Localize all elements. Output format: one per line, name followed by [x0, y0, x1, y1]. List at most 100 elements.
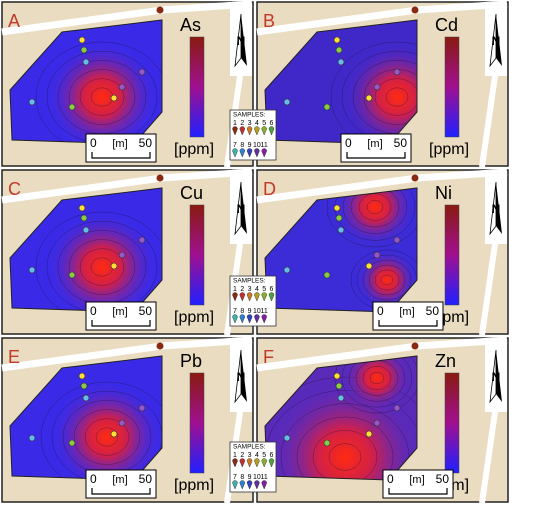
sample-marker [337, 394, 345, 402]
surface-outline [9, 355, 163, 481]
north-label: N [492, 202, 501, 216]
sample-number: 3 [248, 286, 252, 293]
sample-number: 10 [253, 474, 261, 481]
scale-unit: [m] [112, 474, 127, 486]
map-panel: FZn[ppm]N0[m]50 [256, 336, 509, 504]
sample-marker [28, 434, 36, 442]
legend-box [229, 275, 277, 327]
sample-number: 3 [248, 120, 252, 127]
north-label: N [492, 34, 501, 48]
sample-pin [254, 292, 260, 302]
sample-pin [239, 314, 246, 324]
sample-marker [333, 36, 341, 44]
scale-end: 50 [139, 136, 153, 150]
north-label: N [237, 202, 246, 216]
sample-marker [283, 434, 291, 442]
unit-label: [ppm] [174, 141, 214, 158]
element-label: Ni [435, 183, 452, 203]
element-label: Zn [435, 351, 456, 371]
north-label: N [492, 370, 501, 384]
contour [374, 78, 417, 116]
panel-letter: A [8, 11, 20, 31]
sample-pin [268, 292, 275, 302]
sample-number: 2 [240, 286, 244, 293]
scale-unit: [m] [112, 306, 127, 318]
sample-number: 8 [240, 142, 244, 149]
legend-box [229, 441, 277, 493]
color-scale [444, 372, 460, 474]
north-arrow [234, 181, 242, 236]
hotspot [342, 42, 417, 144]
sample-pin [261, 126, 267, 136]
sample-marker [335, 214, 343, 222]
contour [79, 78, 125, 116]
element-label: Cu [180, 183, 203, 203]
sample-marker [138, 404, 146, 412]
contour [79, 248, 125, 286]
sample-marker [110, 262, 118, 270]
sample-pin [254, 314, 260, 324]
legend-box [229, 109, 277, 161]
color-scale [189, 204, 205, 306]
contour [385, 87, 409, 107]
unit-label: [ppm] [174, 477, 214, 494]
north-arrow [241, 14, 247, 66]
sample-marker [156, 342, 164, 350]
hotspot [265, 377, 417, 480]
legend-title: SAMPLES: [233, 278, 266, 285]
contour [362, 366, 392, 390]
hotspot [47, 42, 157, 144]
sample-number: 4 [255, 452, 259, 459]
contour [68, 239, 136, 295]
sample-number: 4 [255, 286, 259, 293]
sample-pin [246, 458, 253, 468]
sample-marker [323, 103, 331, 111]
sample-marker [28, 98, 36, 106]
sample-number: 1 [233, 286, 237, 293]
element-label: Pb [180, 351, 202, 371]
north-arrow [489, 181, 497, 236]
sample-pin [254, 126, 260, 136]
north-arrow [496, 14, 502, 66]
scale-box [372, 301, 444, 331]
sample-marker [393, 236, 401, 244]
panel-letter: F [263, 347, 274, 367]
sample-pin [239, 126, 246, 136]
sample-marker [365, 94, 373, 102]
sample-marker [78, 204, 86, 212]
contour [312, 430, 378, 480]
scale-start: 0 [345, 136, 352, 150]
north-arrow [496, 182, 502, 234]
sample-number: 8 [240, 308, 244, 315]
sample-pin [239, 148, 246, 158]
contour [350, 188, 400, 228]
unit-label: [ppm] [429, 141, 469, 158]
sample-number: 5 [262, 286, 266, 293]
sample-marker [365, 430, 373, 438]
sample-number: 6 [270, 120, 274, 127]
sample-pin [239, 458, 246, 468]
panel-letter: E [8, 347, 20, 367]
scale-box [85, 133, 157, 163]
sample-marker [118, 419, 126, 427]
contour [341, 356, 413, 408]
sample-pin [246, 148, 253, 158]
contour [362, 259, 412, 301]
scale-bar [388, 488, 448, 495]
sample-marker [138, 236, 146, 244]
color-scale [189, 36, 205, 138]
sample-legend: SAMPLES:1 2 3 4 5 6 7 8 9 10 11 [229, 275, 277, 327]
scale-bar [91, 320, 151, 327]
color-scale [444, 36, 460, 138]
sample-number: 2 [240, 120, 244, 127]
sample-number: 10 [253, 142, 261, 149]
sample-marker [80, 46, 88, 54]
contour [296, 416, 394, 480]
scale-unit: [m] [409, 474, 424, 486]
sample-pin [232, 314, 238, 324]
scale-bar [91, 488, 151, 495]
panel-letter: D [263, 179, 276, 199]
contour [358, 193, 392, 221]
sample-number: 7 [233, 474, 237, 481]
